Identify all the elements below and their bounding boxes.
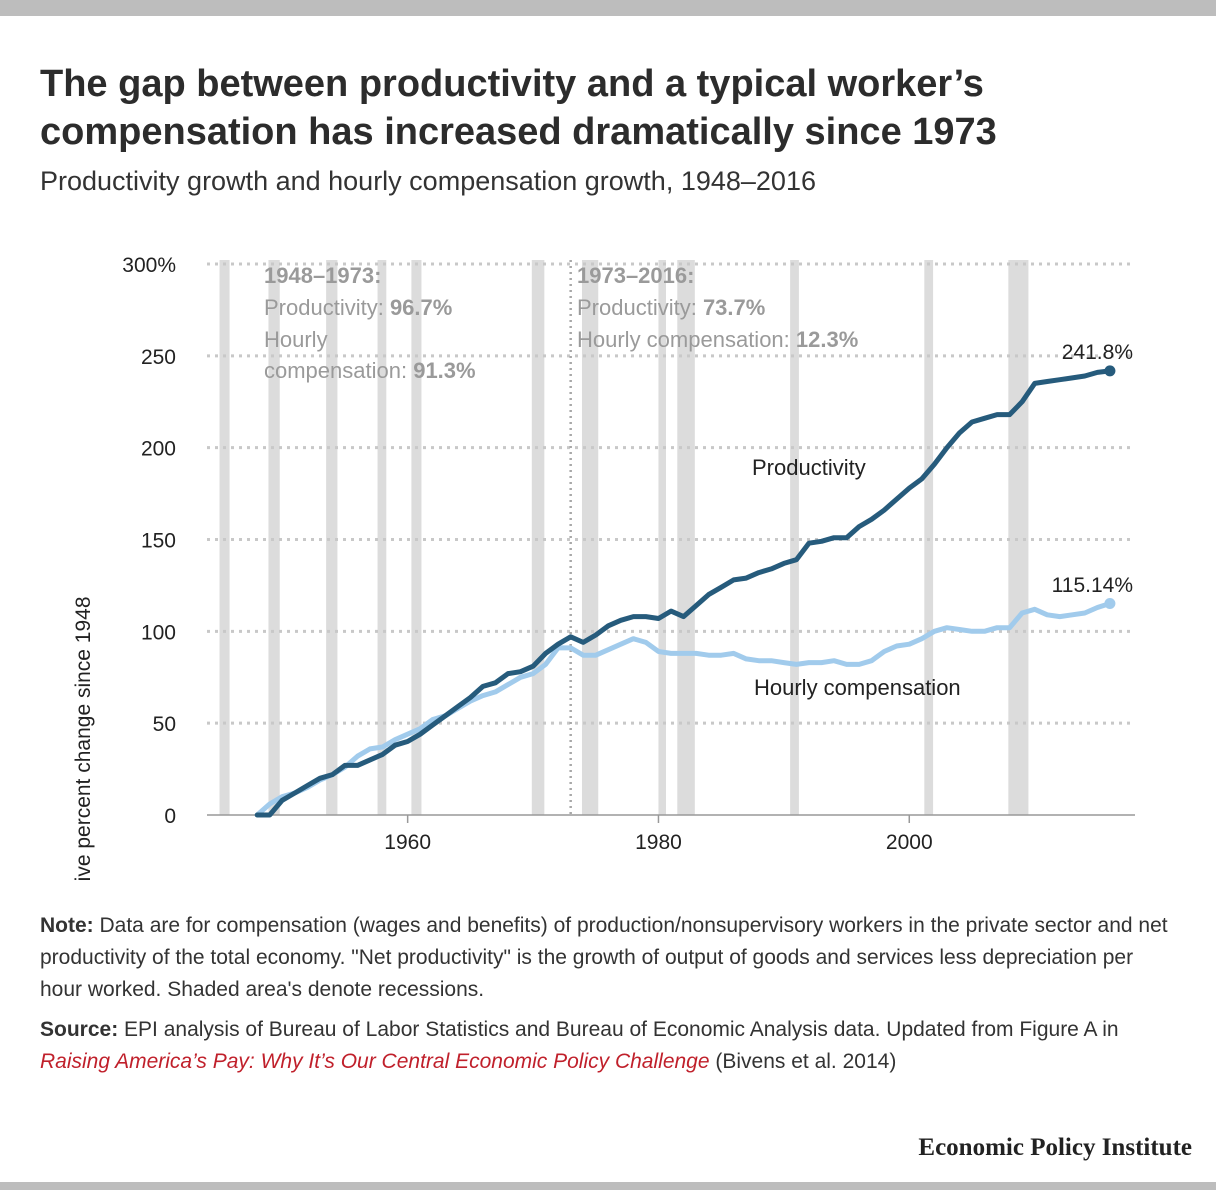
x-tick-label-1980: 1980 bbox=[635, 831, 682, 854]
series-end-point-1 bbox=[1104, 598, 1116, 610]
y-tick-label-150: 150 bbox=[141, 530, 176, 553]
recession-band-3 bbox=[377, 260, 387, 815]
recession-band-1 bbox=[268, 260, 280, 815]
line-chart: 1948–1973: Productivity: 96.7% Hourly co… bbox=[72, 254, 1135, 880]
x-tick-label-2000: 2000 bbox=[886, 831, 933, 854]
period-annotations: 1948–1973: Productivity: 96.7% Hourly co… bbox=[264, 263, 858, 383]
epi-logo-text: Economic Policy Institute bbox=[918, 1134, 1192, 1161]
annotation-2-heading: 1973–2016: bbox=[577, 263, 694, 288]
annotation-1-line2: Hourly bbox=[264, 327, 328, 352]
recession-band-6 bbox=[581, 260, 599, 815]
compensation-series-label: Hourly compensation bbox=[754, 675, 961, 700]
recession-band-0 bbox=[219, 260, 230, 815]
series-line-0 bbox=[254, 368, 1113, 818]
note: Note: Data are for compensation (wages a… bbox=[40, 914, 1168, 1001]
recession-band-4 bbox=[411, 260, 422, 815]
series-lines bbox=[254, 365, 1116, 818]
annotation-1-line1: Productivity: 96.7% bbox=[264, 295, 452, 320]
annotation-1-line3: compensation: 91.3% bbox=[264, 358, 476, 383]
recession-band-8 bbox=[677, 260, 695, 815]
compensation-end-label: 115.14% bbox=[1052, 574, 1133, 597]
x-tick-label-1960: 1960 bbox=[384, 831, 431, 854]
recession-band-10 bbox=[924, 260, 934, 815]
source-report-link[interactable]: Raising America’s Pay: Why It’s Our Cent… bbox=[40, 1050, 710, 1073]
chart-title: The gap between productivity and a typic… bbox=[40, 63, 997, 153]
y-tick-label-0: 0 bbox=[164, 805, 176, 828]
productivity-end-label: 241.8% bbox=[1062, 341, 1133, 364]
bottom-border bbox=[0, 1182, 1216, 1190]
y-tick-label-100: 100 bbox=[141, 621, 176, 644]
recession-band-7 bbox=[658, 260, 666, 815]
recession-band-5 bbox=[531, 260, 545, 815]
annotation-2-line1: Productivity: 73.7% bbox=[577, 295, 765, 320]
recession-band-9 bbox=[790, 260, 799, 815]
productivity-series-label: Productivity bbox=[752, 455, 866, 480]
gridlines bbox=[207, 262, 1135, 725]
annotation-2-line2: Hourly compensation: 12.3% bbox=[577, 327, 858, 352]
recession-band-2 bbox=[326, 260, 338, 815]
y-tick-label-300: 300% bbox=[122, 254, 176, 277]
axes: 0 50 100 150 200 250 300% 1960 1980 2000 bbox=[122, 254, 1135, 854]
footnotes: Note: Data are for compensation (wages a… bbox=[40, 910, 1180, 1086]
top-border bbox=[0, 0, 1216, 16]
y-tick-label-250: 250 bbox=[141, 346, 176, 369]
y-axis-label: Cumulative percent change since 1948 bbox=[72, 596, 95, 880]
y-tick-label-50: 50 bbox=[153, 713, 176, 736]
series-end-point-0 bbox=[1104, 365, 1116, 377]
y-tick-label-200: 200 bbox=[141, 438, 176, 461]
annotation-1-heading: 1948–1973: bbox=[264, 263, 381, 288]
source: Source: EPI analysis of Bureau of Labor … bbox=[40, 1018, 1119, 1073]
recession-band-11 bbox=[1008, 260, 1029, 815]
series-line-1 bbox=[254, 601, 1113, 818]
chart-subtitle: Productivity growth and hourly compensat… bbox=[40, 166, 816, 196]
series-labels: Productivity Hourly compensation 241.8% … bbox=[752, 341, 1133, 700]
